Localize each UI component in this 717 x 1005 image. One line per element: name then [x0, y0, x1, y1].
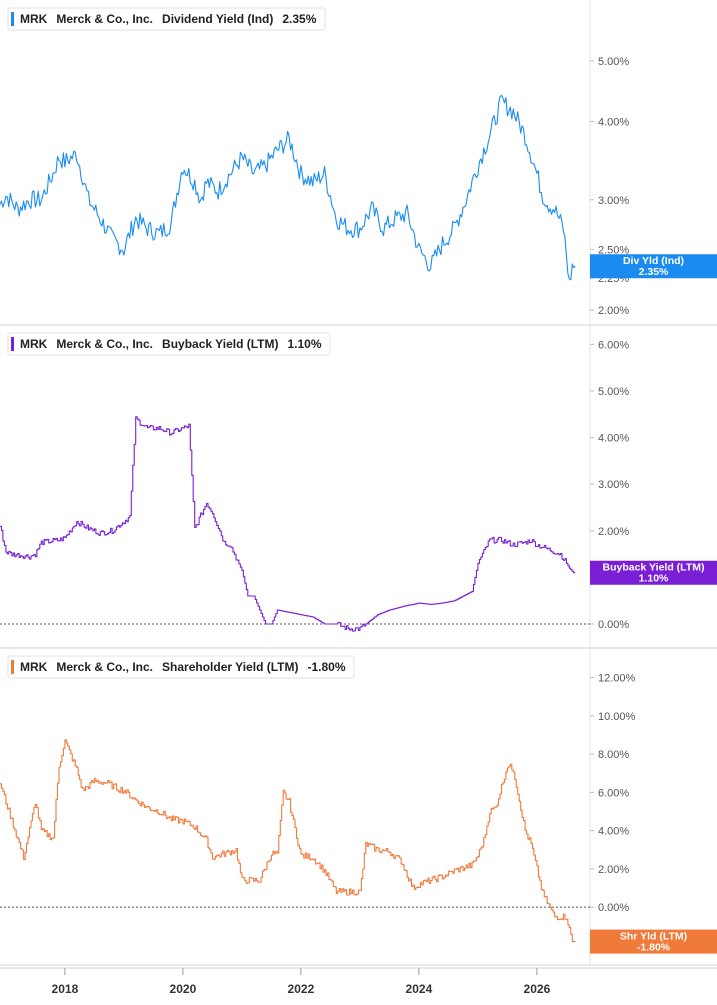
value-badge-label: Shr Yld (LTM) [620, 931, 687, 943]
legend-color-swatch [11, 660, 14, 674]
x-tick-label: 2026 [524, 982, 551, 996]
value-badge-value: 2.35% [639, 266, 669, 278]
legend-text: MRK Merck & Co., Inc. Shareholder Yield (L… [20, 660, 346, 674]
value-badge-bg [590, 929, 717, 954]
y-tick-label: 2.50% [598, 244, 629, 256]
chart-panel-3: 0.00% 2.00% 4.00% 6.00% 8.00% 10.00% 12.00% MRK… [0, 648, 717, 966]
chart-panel-1: 2.00%2.25%2.50%3.00%4.00%5.00%MRK Merck &… [0, 0, 717, 326]
x-tick-label: 2022 [288, 982, 315, 996]
legend-text: MRK Merck & Co., Inc. Buyback Yield (LTM) 1… [20, 337, 322, 351]
legend[interactable]: MRK Merck & Co., Inc. Shareholder Yield (L… [7, 655, 355, 679]
y-tick-label: 2.00% [598, 305, 629, 317]
legend-box [7, 655, 355, 679]
y-tick-label: 0.00% [598, 902, 629, 914]
value-badge-label: Buyback Yield (LTM) [603, 562, 705, 574]
y-tick-label: 0.00% [598, 619, 629, 631]
series-line [0, 94, 576, 281]
series-line [0, 739, 576, 943]
x-tick-label: 2024 [406, 982, 433, 996]
value-badge: Div Yld (Ind)2.35% [590, 254, 717, 279]
legend-color-swatch [11, 12, 14, 26]
legend[interactable]: MRK Merck & Co., Inc. Dividend Yield (Ind)… [7, 7, 326, 31]
legend-metric: Buyback Yield (LTM) [162, 337, 278, 351]
legend-ticker: MRK [20, 337, 48, 351]
x-tick-label: 2018 [52, 982, 79, 996]
y-tick-label: 4.00% [598, 117, 629, 129]
y-tick-label: 4.00% [598, 826, 629, 838]
value-badge-bg [590, 254, 717, 279]
legend[interactable]: MRK Merck & Co., Inc. Buyback Yield (LTM) 1… [7, 332, 331, 356]
legend-metric: Dividend Yield (Ind) [162, 12, 273, 26]
y-tick-label: 3.00% [598, 195, 629, 207]
y-tick-label: 3.00% [598, 479, 629, 491]
y-tick-label: 4.00% [598, 433, 629, 445]
legend-company: Merck & Co., Inc. [56, 337, 153, 351]
series-line [0, 416, 576, 632]
value-badge-value: 1.10% [639, 573, 669, 585]
y-tick-label: 5.00% [598, 386, 629, 398]
legend-metric: Shareholder Yield (LTM) [162, 660, 298, 674]
x-tick-label: 2020 [170, 982, 197, 996]
legend-company: Merck & Co., Inc. [56, 12, 153, 26]
legend-color-swatch [11, 337, 14, 351]
value-badge-bg [590, 560, 717, 585]
legend-value: -1.80% [308, 660, 346, 674]
chart-panel-2: 0.00%1.00%2.00%3.00%4.00%5.00%6.00%MRKMe… [0, 325, 717, 649]
y-tick-label: 5.00% [598, 56, 629, 68]
legend-box [7, 7, 326, 31]
value-badge-label: Div Yld (Ind) [623, 255, 684, 267]
y-tick-label: 10.00% [598, 711, 636, 723]
y-tick-label: 12.00% [598, 673, 636, 685]
x-axis: 2018 2020 2022 2024 2026 [0, 967, 717, 996]
y-tick-label: 6.00% [598, 339, 629, 351]
value-badge: Buyback Yield (LTM)1.10% [590, 560, 717, 585]
value-badge-value: -1.80% [637, 942, 671, 954]
legend-text: MRK Merck & Co., Inc. Dividend Yield (Ind)… [20, 12, 317, 26]
legend-ticker: MRK [20, 660, 48, 674]
legend-box [7, 332, 331, 356]
y-tick-label: 8.00% [598, 749, 629, 761]
y-tick-label: 2.00% [598, 864, 629, 876]
legend-ticker: MRK [20, 12, 48, 26]
legend-company: Merck & Co., Inc. [56, 660, 153, 674]
y-tick-label: 2.00% [598, 526, 629, 538]
legend-value: 1.10% [288, 337, 322, 351]
legend-value: 2.35% [282, 12, 316, 26]
value-badge: Shr Yld (LTM)-1.80% [590, 929, 717, 954]
y-tick-label: 6.00% [598, 787, 629, 799]
